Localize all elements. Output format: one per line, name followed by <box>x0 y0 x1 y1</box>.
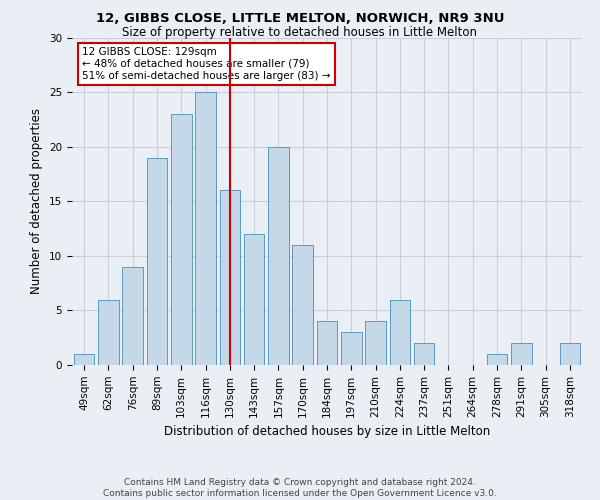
Bar <box>414 343 434 365</box>
Y-axis label: Number of detached properties: Number of detached properties <box>31 108 43 294</box>
Bar <box>389 300 410 365</box>
Bar <box>146 158 167 365</box>
Bar <box>511 343 532 365</box>
Bar <box>74 354 94 365</box>
Text: Size of property relative to detached houses in Little Melton: Size of property relative to detached ho… <box>122 26 478 39</box>
Text: 12, GIBBS CLOSE, LITTLE MELTON, NORWICH, NR9 3NU: 12, GIBBS CLOSE, LITTLE MELTON, NORWICH,… <box>96 12 504 26</box>
Bar <box>195 92 216 365</box>
Bar <box>292 245 313 365</box>
Text: 12 GIBBS CLOSE: 129sqm
← 48% of detached houses are smaller (79)
51% of semi-det: 12 GIBBS CLOSE: 129sqm ← 48% of detached… <box>82 48 331 80</box>
Bar <box>171 114 191 365</box>
Text: Contains HM Land Registry data © Crown copyright and database right 2024.
Contai: Contains HM Land Registry data © Crown c… <box>103 478 497 498</box>
Bar <box>122 267 143 365</box>
Bar <box>365 322 386 365</box>
Bar <box>560 343 580 365</box>
Bar <box>220 190 240 365</box>
X-axis label: Distribution of detached houses by size in Little Melton: Distribution of detached houses by size … <box>164 425 490 438</box>
Bar <box>317 322 337 365</box>
Bar <box>487 354 508 365</box>
Bar <box>268 146 289 365</box>
Bar <box>341 332 362 365</box>
Bar <box>98 300 119 365</box>
Bar <box>244 234 265 365</box>
